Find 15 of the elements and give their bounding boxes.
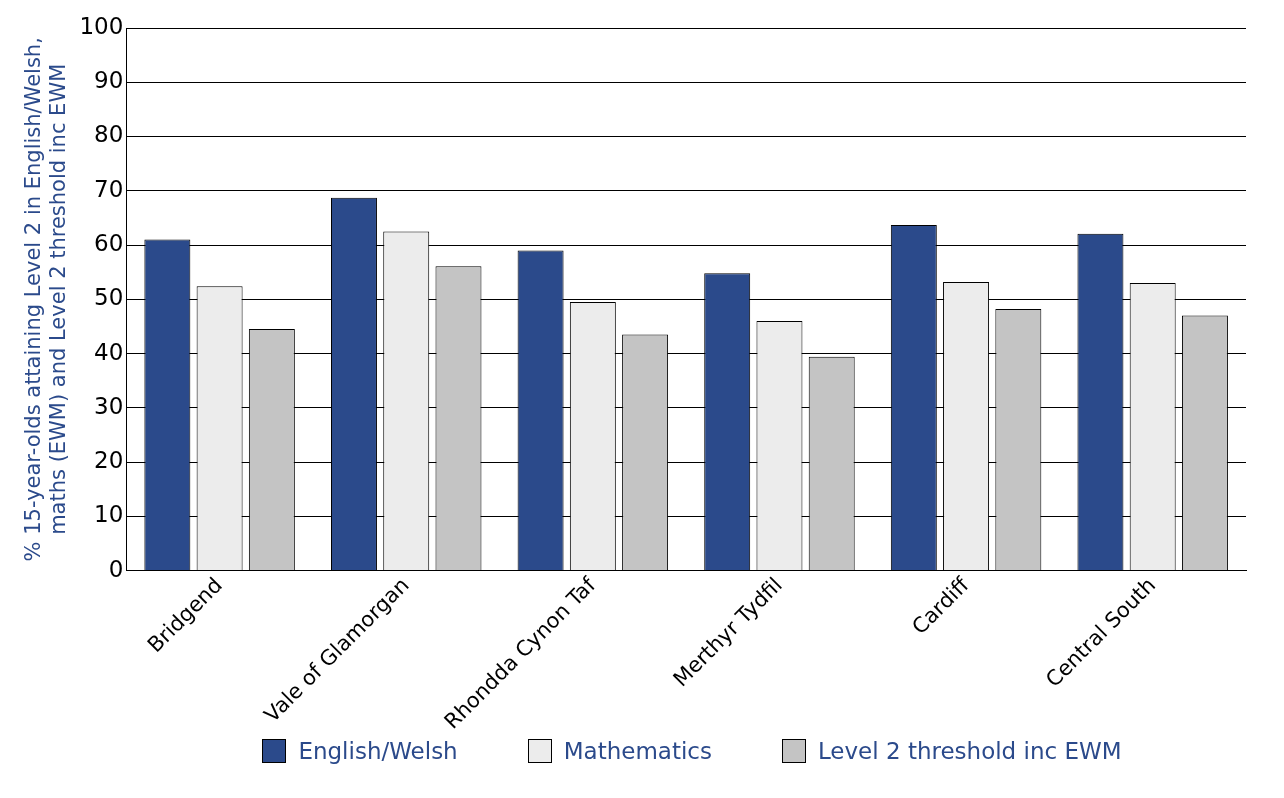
y-tick-label: 90 <box>94 67 124 94</box>
y-tick-label: 0 <box>108 555 124 582</box>
y-tick-label: 50 <box>94 284 124 311</box>
legend-label: Level 2 threshold inc EWM <box>817 738 1122 764</box>
y-tick-label: 20 <box>94 447 124 474</box>
y-tick-label: 80 <box>94 121 124 148</box>
y-tick-label: 30 <box>94 392 124 419</box>
y-tick-label: 60 <box>94 229 124 256</box>
y-axis-title: % 15-year-olds attaining Level 2 in English/Welsh, maths (EWM) and Level 2 threshold inc EWM <box>21 37 71 562</box>
y-tick-label: 10 <box>94 501 124 528</box>
y-tick-label: 100 <box>79 12 124 39</box>
y-tick-label: 40 <box>94 338 124 365</box>
legend-label: Mathematics <box>563 738 712 764</box>
y-tick-label: 70 <box>94 175 124 202</box>
legend-label: English/Welsh <box>298 738 458 764</box>
